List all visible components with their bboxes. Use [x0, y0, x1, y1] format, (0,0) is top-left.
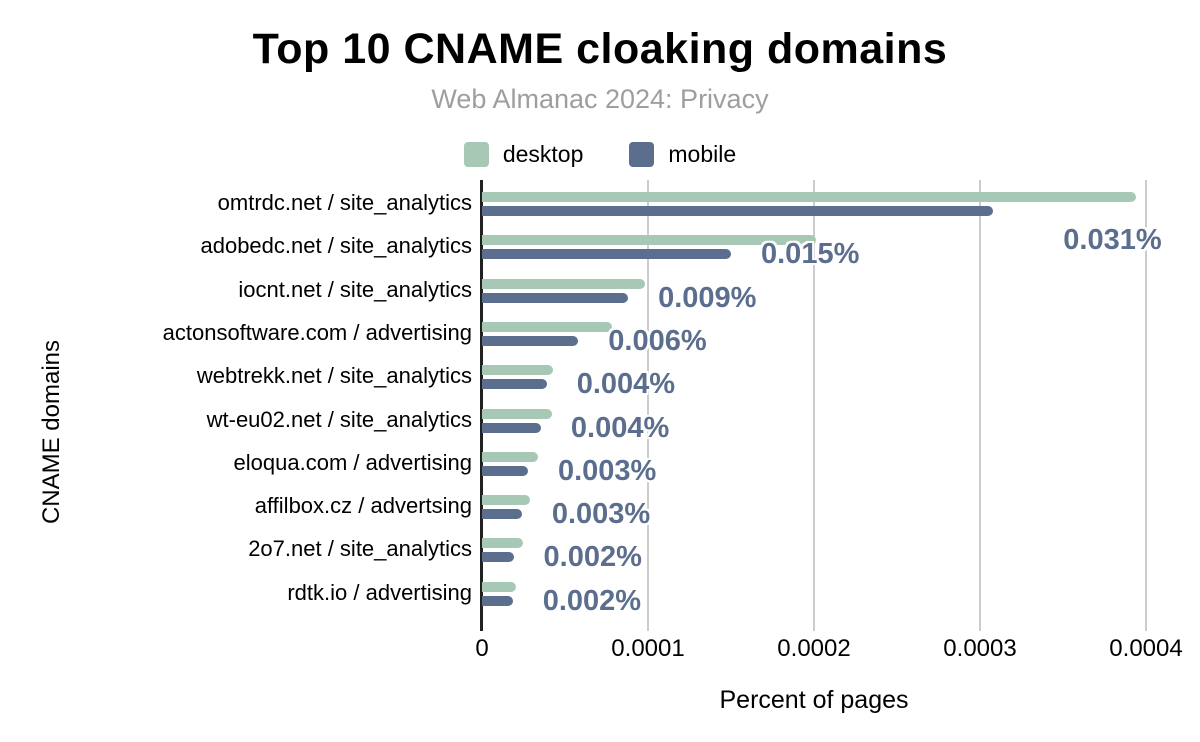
bar-mobile	[482, 465, 528, 476]
gridline	[979, 180, 981, 622]
bar-mobile	[482, 595, 513, 606]
x-tick-label: 0	[475, 635, 489, 662]
bar-value-label: 0.006%	[608, 324, 707, 357]
category-label: actonsoftware.com / advertising	[162, 319, 472, 345]
category-label: omtrdc.net / site_analytics	[217, 190, 472, 215]
bar-desktop	[482, 365, 554, 376]
bar-value-label: 0.002%	[542, 584, 642, 617]
category-label: affilbox.cz / advertsing	[254, 493, 472, 519]
tick-mark	[979, 622, 981, 631]
category-label: iocnt.net / site_analytics	[238, 276, 472, 302]
bar-mobile	[482, 249, 731, 260]
bar-value-label: 0.002%	[543, 541, 642, 574]
legend: desktop mobile	[0, 142, 1200, 167]
bar-mobile	[482, 422, 541, 433]
bar-mobile	[482, 509, 522, 520]
bar-value-label: 0.031%	[1063, 224, 1162, 256]
bar-desktop	[482, 581, 517, 592]
mobile-swatch-icon	[629, 142, 655, 167]
gridline	[647, 180, 649, 622]
bar-value-label: 0.004%	[576, 368, 676, 401]
bar-value-label: 0.009%	[658, 281, 757, 314]
bar-desktop	[482, 235, 816, 246]
tick-mark	[813, 622, 815, 631]
legend-item-mobile: mobile	[629, 142, 736, 167]
x-tick-label: 0.0002	[777, 635, 851, 662]
legend-label-mobile: mobile	[668, 141, 737, 167]
bar-desktop	[482, 321, 613, 332]
x-axis-title: Percent of pages	[719, 686, 909, 714]
bar-value-label: 0.004%	[570, 411, 670, 444]
bar-mobile	[482, 552, 514, 563]
bar-value-label: 0.003%	[551, 498, 651, 531]
x-tick-label: 0.0001	[611, 635, 685, 662]
category-label: adobedc.net / site_analytics	[200, 233, 472, 259]
gridline	[1145, 180, 1147, 622]
bar-mobile	[482, 292, 629, 303]
bar-mobile	[482, 206, 994, 216]
category-label: rdtk.io / advertising	[287, 579, 472, 605]
tick-mark	[1145, 622, 1147, 631]
bar-desktop	[482, 451, 538, 462]
tick-mark	[647, 622, 649, 631]
legend-label-desktop: desktop	[502, 141, 584, 167]
bar-desktop	[482, 408, 552, 419]
gridline	[813, 180, 815, 622]
y-axis-line	[480, 180, 483, 631]
bar-mobile	[482, 379, 547, 390]
desktop-swatch-icon	[463, 142, 489, 167]
bar-desktop	[482, 495, 530, 506]
category-label: wt-eu02.net / site_analytics	[206, 406, 472, 432]
x-tick-label: 0.0003	[943, 635, 1017, 662]
category-label: 2o7.net / site_analytics	[248, 536, 472, 562]
bar-desktop	[482, 538, 524, 549]
bar-value-label: 0.015%	[761, 238, 860, 271]
chart-subtitle: Web Almanac 2024: Privacy	[431, 84, 769, 114]
category-label: eloqua.com / advertising	[233, 449, 472, 475]
bar-mobile	[482, 335, 579, 346]
category-label: webtrekk.net / site_analytics	[196, 363, 472, 389]
bar-value-label: 0.003%	[557, 454, 657, 487]
y-axis-title: CNAME domains	[38, 339, 65, 525]
chart-title: Top 10 CNAME cloaking domains	[252, 25, 948, 73]
bar-desktop	[482, 278, 645, 289]
bar-desktop	[482, 192, 1137, 202]
x-tick-label: 0.0004	[1109, 635, 1183, 662]
legend-item-desktop: desktop	[463, 141, 584, 167]
